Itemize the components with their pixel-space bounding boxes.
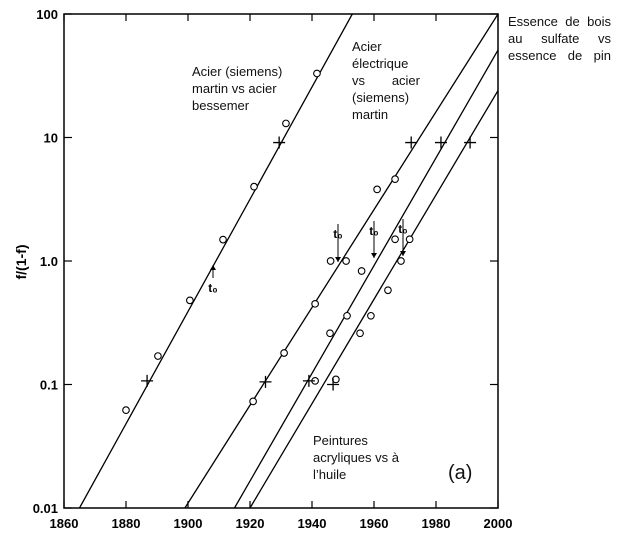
annotation: Acier (siemens) martin vs acier bessemer xyxy=(192,64,283,113)
data-point xyxy=(327,378,340,391)
data-point xyxy=(464,136,477,149)
annotation: t₀ xyxy=(208,281,217,295)
x-tick-label: 2000 xyxy=(484,516,513,531)
y-tick-label: 0.1 xyxy=(40,378,58,393)
arrow-head xyxy=(371,253,377,258)
data-point xyxy=(186,296,194,305)
data-point xyxy=(219,235,227,244)
x-tick-label: 1980 xyxy=(422,516,451,531)
data-point xyxy=(282,119,290,128)
data-point xyxy=(397,257,405,265)
arrow-head xyxy=(335,257,341,262)
x-tick-label: 1940 xyxy=(298,516,327,531)
data-point xyxy=(356,329,364,338)
data-point xyxy=(391,175,399,183)
data-point xyxy=(250,182,258,191)
data-point xyxy=(122,406,130,414)
y-tick-label: 0.01 xyxy=(33,501,58,516)
data-point xyxy=(384,286,392,295)
arrow-head xyxy=(210,265,216,270)
x-tick-label: 1880 xyxy=(112,516,141,531)
y-tick-label: 100 xyxy=(36,7,58,22)
data-point xyxy=(259,375,272,388)
data-point xyxy=(434,136,447,149)
annotation: (a) xyxy=(448,462,473,484)
data-point xyxy=(302,374,315,387)
fit-line xyxy=(78,14,353,508)
data-point xyxy=(141,374,154,387)
data-point xyxy=(311,299,319,308)
data-point xyxy=(280,349,288,357)
fit-line xyxy=(233,49,498,508)
plot-area xyxy=(78,14,498,508)
data-point xyxy=(342,257,350,265)
data-point xyxy=(343,311,351,320)
data-point xyxy=(326,257,335,265)
arrow-head xyxy=(400,251,406,256)
x-tick-label: 1900 xyxy=(174,516,203,531)
data-point xyxy=(405,235,414,244)
data-point xyxy=(367,311,375,320)
fit-line xyxy=(184,14,498,508)
y-tick-label: 10 xyxy=(44,131,58,146)
data-point xyxy=(273,136,286,149)
x-tick-label: 1860 xyxy=(50,516,79,531)
data-point xyxy=(326,329,334,338)
annotation: Essence de bois au sulfate vs essence de… xyxy=(508,14,611,63)
y-tick-label: 1.0 xyxy=(40,254,58,269)
data-point xyxy=(405,136,418,149)
data-point xyxy=(154,352,162,360)
data-point xyxy=(357,267,366,275)
annotation: Peintures acryliques vs à l’huile xyxy=(313,433,399,482)
y-axis-label: f/(1-f) xyxy=(13,245,29,280)
fit-line xyxy=(249,90,498,508)
annotation: Acier électrique vs acier (siemens) mart… xyxy=(352,39,420,122)
x-tick-label: 1920 xyxy=(236,516,265,531)
data-point xyxy=(249,397,257,406)
data-point xyxy=(391,235,399,244)
data-point xyxy=(313,69,321,78)
x-tick-label: 1960 xyxy=(360,516,389,531)
data-point xyxy=(373,185,381,194)
